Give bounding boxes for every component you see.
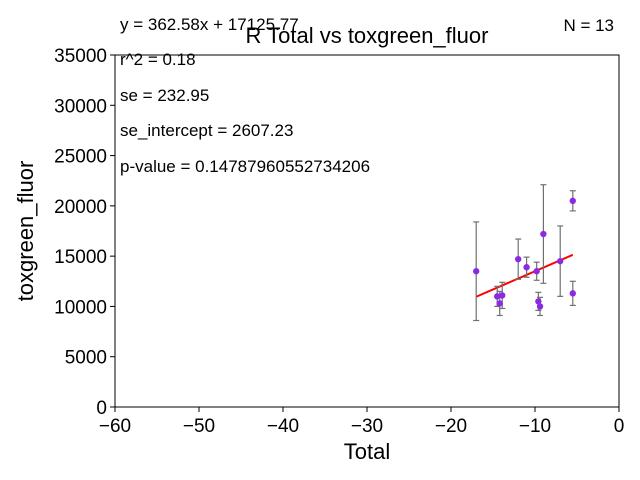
- x-tick-label: −60: [99, 416, 131, 437]
- data-point: [496, 300, 503, 307]
- x-ticks: −60 −50 −40 −30 −20 −10 0: [99, 407, 624, 437]
- point-layer: [473, 197, 576, 310]
- data-point: [473, 268, 480, 275]
- errorbar-layer: [473, 184, 576, 322]
- data-point: [523, 264, 530, 271]
- data-point: [515, 255, 522, 263]
- x-tick-label: −20: [435, 416, 467, 437]
- y-tick-label: 5000: [65, 348, 107, 369]
- x-tick-label: −50: [183, 416, 215, 437]
- y-tick-label: 20000: [54, 197, 107, 218]
- x-axis-label: Total: [344, 439, 390, 464]
- chart-title: R Total vs toxgreen_fluor: [246, 23, 489, 48]
- fit-layer: [475, 253, 574, 298]
- y-tick-label: 0: [96, 398, 107, 419]
- data-point: [569, 290, 576, 297]
- data-point: [494, 293, 501, 300]
- y-tick-label: 30000: [54, 96, 107, 117]
- data-point: [536, 303, 544, 310]
- fit-line: [475, 253, 574, 298]
- x-tick-label: −40: [267, 416, 299, 437]
- data-point: [557, 257, 564, 265]
- data-point: [535, 298, 542, 305]
- x-tick-label: −30: [351, 416, 383, 437]
- fit-equation: y = 362.58x + 17125.77: [120, 15, 299, 34]
- data-point: [533, 268, 540, 275]
- data-point: [540, 230, 547, 238]
- data-point: [499, 292, 506, 299]
- r-squared: r^2 = 0.18: [120, 50, 196, 69]
- standard-error-intercept: se_intercept = 2607.23: [120, 121, 293, 140]
- x-tick-label: −10: [519, 416, 551, 437]
- p-value: p-value = 0.14787960552734206: [120, 157, 370, 176]
- data-point: [569, 197, 576, 205]
- y-tick-label: 35000: [54, 46, 107, 67]
- y-tick-label: 10000: [54, 297, 107, 318]
- standard-error: se = 232.95: [120, 86, 209, 105]
- y-ticks: 0 5000 10000 15000 20000 25000 30000 35000: [54, 46, 115, 419]
- sample-count: N = 13: [563, 16, 614, 35]
- x-tick-label: 0: [614, 416, 625, 437]
- y-tick-label: 25000: [54, 147, 107, 168]
- y-axis-label: toxgreen_fluor: [13, 161, 38, 302]
- y-tick-label: 15000: [54, 247, 107, 268]
